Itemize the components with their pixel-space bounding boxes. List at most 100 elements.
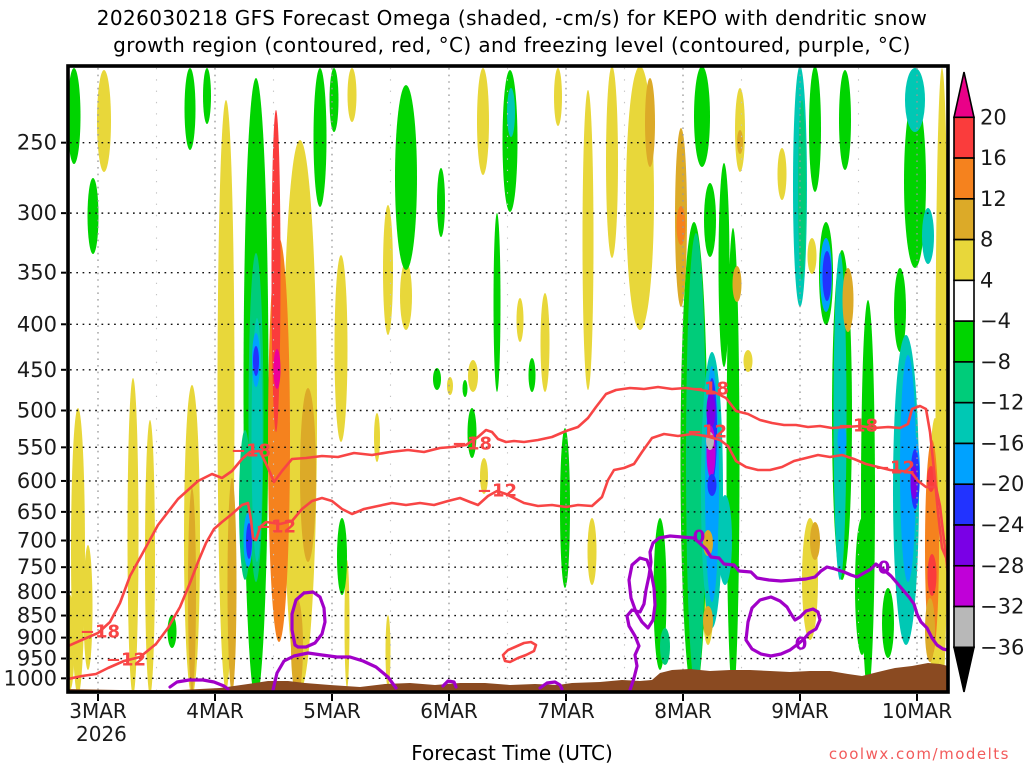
y-axis-tick-label: 950 xyxy=(17,647,57,671)
omega-shaded-region xyxy=(145,420,155,692)
omega-shaded-region xyxy=(374,413,380,462)
omega-shaded-region xyxy=(528,358,536,392)
omega-shaded-region xyxy=(694,66,710,167)
omega-shaded-region xyxy=(87,178,99,254)
x-axis-tick-label: 4MAR xyxy=(186,699,244,723)
omega-shaded-region xyxy=(127,378,139,692)
chart-title: 2026030218 GFS Forecast Omega (shaded, -… xyxy=(0,5,1024,59)
omega-shaded-region xyxy=(97,70,111,172)
colorbar-segment xyxy=(953,524,975,567)
colorbar-segment xyxy=(953,198,975,241)
omega-shaded-region xyxy=(253,346,259,376)
omega-shaded-region xyxy=(743,350,753,372)
dendritic-growth-region-contour-label: −12 xyxy=(106,650,146,671)
omega-shaded-region xyxy=(437,168,445,237)
y-axis-tick-label: 850 xyxy=(17,604,57,628)
dendritic-growth-region-contour-label: −12 xyxy=(687,422,727,443)
omega-shaded-region xyxy=(68,68,81,164)
x-axis-year-label: 2026 xyxy=(76,722,127,746)
colorbar-segment xyxy=(953,279,975,322)
omega-shaded-region xyxy=(582,90,594,390)
x-axis-tick-label: 7MAR xyxy=(537,699,595,723)
colorbar-segment xyxy=(953,483,975,526)
omega-shaded-region xyxy=(706,393,716,428)
freezing-level-contour xyxy=(538,680,564,691)
omega-shaded-region xyxy=(686,233,706,688)
omega-shaded-region xyxy=(540,293,550,392)
x-axis-tick-label: 8MAR xyxy=(654,699,712,723)
omega-shaded-region xyxy=(925,598,935,662)
omega-shaded-region xyxy=(337,518,347,595)
x-axis-tick-label: 9MAR xyxy=(771,699,829,723)
omega-shaded-region xyxy=(334,255,348,442)
colorbar-tick-label: −32 xyxy=(980,595,1024,619)
x-axis-tick-label: 3MAR xyxy=(69,699,127,723)
omega-shaded-region xyxy=(839,70,851,170)
chart-title-line1: 2026030218 GFS Forecast Omega (shaded, -… xyxy=(96,6,928,30)
y-axis-tick-label: 650 xyxy=(17,500,57,524)
omega-shaded-region xyxy=(703,606,713,636)
freezing-level-contour-label: 0 xyxy=(795,634,808,655)
y-axis-tick-label: 500 xyxy=(17,399,57,423)
x-axis-tick-label: 5MAR xyxy=(303,699,361,723)
omega-shaded-region xyxy=(493,213,501,392)
omega-shaded-region xyxy=(467,408,477,458)
omega-shaded-region xyxy=(882,588,894,658)
dendritic-growth-region-contour xyxy=(501,640,538,664)
colorbar-segment xyxy=(953,238,975,282)
omega-shaded-region xyxy=(400,262,412,330)
omega-shaded-region xyxy=(904,95,926,268)
omega-shaded-region xyxy=(71,408,85,692)
omega-shaded-region xyxy=(554,68,562,126)
colorbar-tick-label: 12 xyxy=(980,187,1007,211)
omega-shaded-region xyxy=(660,628,670,665)
freezing-level-contour xyxy=(627,556,657,630)
omega-shaded-region xyxy=(587,518,597,585)
freezing-level-contour-label: 0 xyxy=(693,527,706,548)
colorbar-tick-label: −12 xyxy=(980,391,1024,415)
gridlines-layer xyxy=(70,68,946,690)
x-axis-label: Forecast Time (UTC) xyxy=(411,741,613,765)
y-axis-tick-label: 250 xyxy=(17,131,57,155)
omega-shaded-region xyxy=(347,68,357,122)
omega-shaded-region xyxy=(645,78,655,167)
omega-shaded-region xyxy=(447,377,453,395)
omega-shaded-region xyxy=(707,474,717,496)
omega-shaded-region xyxy=(927,554,937,596)
colorbar-tick-label: 20 xyxy=(980,105,1007,129)
omega-shaded-region xyxy=(707,490,717,512)
dendritic-growth-region-contour-label: −18 xyxy=(689,379,729,400)
x-axis-tick-label: 6MAR xyxy=(420,699,478,723)
omega-shading-layer xyxy=(68,66,948,692)
omega-shaded-region xyxy=(798,100,806,280)
omega-shaded-region xyxy=(704,183,716,257)
dendritic-growth-region-contour-label: −18 xyxy=(838,416,878,437)
omega-shaded-region xyxy=(480,458,488,494)
omega-shaded-region xyxy=(477,68,489,175)
omega-shaded-region xyxy=(809,66,821,192)
omega-shaded-region xyxy=(922,208,934,264)
omega-shaded-region xyxy=(676,206,686,245)
omega-shaded-region xyxy=(606,66,618,258)
omega-shaded-region xyxy=(313,68,327,207)
colorbar-tick-label: 4 xyxy=(980,268,993,292)
omega-shaded-region xyxy=(842,268,854,332)
omega-shaded-region xyxy=(732,266,742,302)
omega-shaded-region xyxy=(861,300,875,692)
colorbar-tick-label: −4 xyxy=(980,309,1011,333)
colorbar-tick-label: −16 xyxy=(980,431,1024,455)
freezing-level-contour xyxy=(290,590,327,649)
omega-shaded-region xyxy=(462,380,468,397)
omega-shaded-region xyxy=(255,573,265,600)
y-axis-tick-label: 900 xyxy=(17,626,57,650)
colorbar-segment xyxy=(953,564,975,608)
omega-shaded-region xyxy=(718,163,730,367)
omega-shaded-region xyxy=(833,253,847,580)
y-axis-tick-label: 1000 xyxy=(4,666,57,690)
freezing-level-contour xyxy=(168,678,230,691)
omega-shaded-region xyxy=(395,85,417,270)
omega-shaded-region xyxy=(385,615,391,688)
dendritic-growth-region-contour-label: −12 xyxy=(875,458,915,479)
